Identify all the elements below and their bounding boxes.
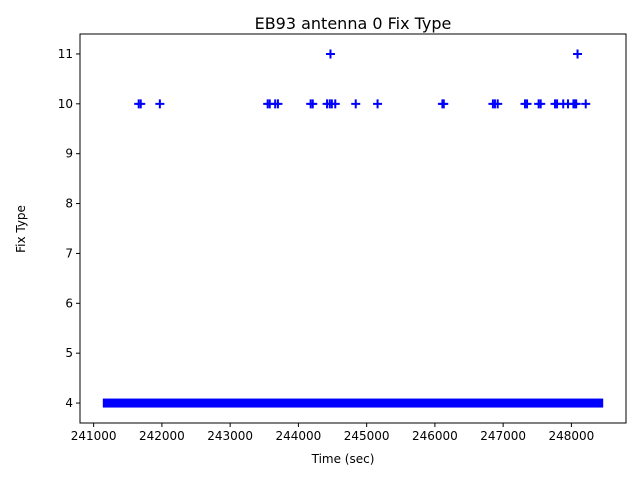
x-tick-label: 242000 — [139, 429, 185, 443]
data-point-marker — [325, 49, 335, 59]
x-tick-label: 247000 — [480, 429, 526, 443]
data-point-marker — [573, 49, 583, 59]
data-point-marker — [155, 99, 165, 109]
y-tick-label: 11 — [58, 47, 73, 61]
data-point-marker — [439, 99, 449, 109]
y-tick-label: 6 — [65, 296, 73, 310]
y-axis: 4 5 6 7 8 9 10 11 — [58, 47, 80, 410]
data-point-marker — [493, 99, 503, 109]
dense-marker-band — [102, 398, 604, 408]
y-tick-label: 5 — [65, 346, 73, 360]
data-point-marker — [308, 99, 318, 109]
y-tick-label: 9 — [65, 147, 73, 161]
data-point-marker — [273, 99, 283, 109]
data-point-marker — [571, 99, 581, 109]
plot-marks — [102, 49, 604, 408]
x-tick-label: 246000 — [412, 429, 458, 443]
y-tick-label: 10 — [58, 97, 73, 111]
x-axis: 241000 242000 243000 244000 245000 246000 2470… — [71, 423, 594, 443]
data-point-marker — [373, 99, 383, 109]
x-tick-label: 245000 — [344, 429, 390, 443]
x-tick-label: 241000 — [71, 429, 117, 443]
x-tick-label: 243000 — [207, 429, 253, 443]
y-tick-label: 4 — [65, 396, 73, 410]
y-axis-label: Fix Type — [14, 205, 28, 253]
chart-title: EB93 antenna 0 Fix Type — [255, 14, 452, 33]
data-point-marker — [351, 99, 361, 109]
y-tick-label: 7 — [65, 246, 73, 260]
data-point-marker — [581, 99, 591, 109]
data-point-marker — [522, 99, 532, 109]
x-tick-label: 248000 — [548, 429, 594, 443]
x-axis-label: Time (sec) — [311, 452, 375, 466]
data-point-marker — [330, 99, 340, 109]
x-tick-label: 244000 — [275, 429, 321, 443]
y-tick-label: 8 — [65, 197, 73, 211]
data-point-marker — [136, 99, 146, 109]
data-point-marker — [536, 99, 546, 109]
plot-frame — [79, 33, 627, 424]
